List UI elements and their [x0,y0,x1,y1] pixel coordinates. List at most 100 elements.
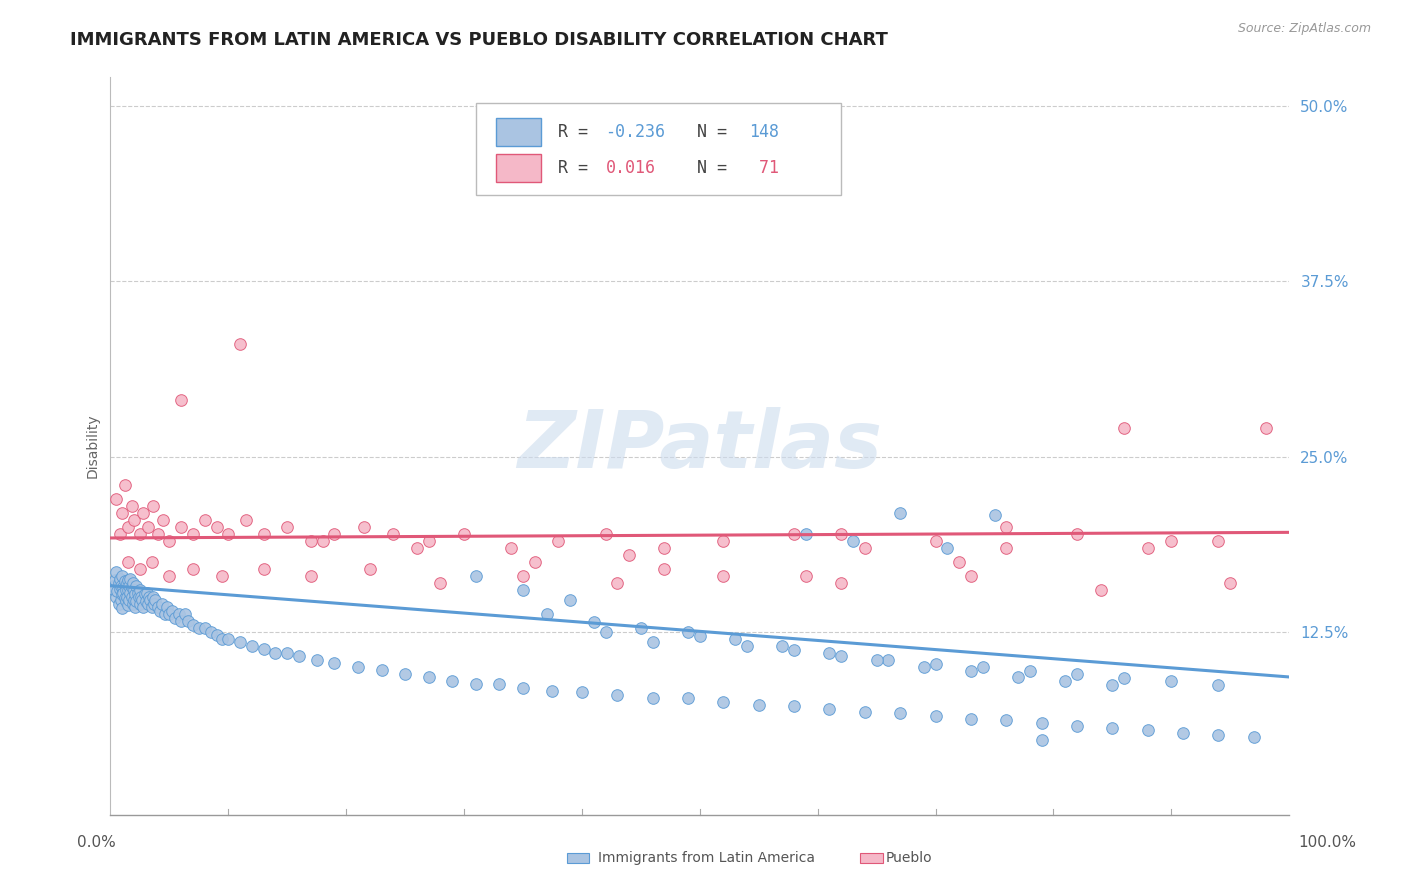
Point [1066,667,1088,681]
Point [110,579,132,593]
Point [429,575,451,590]
Point [641,635,664,649]
Point [139,592,162,607]
Point [453,526,475,541]
Text: R =: R = [558,159,599,178]
Point [143,592,166,607]
Point [299,533,322,548]
Text: R =: R = [558,123,599,141]
Point [103,582,125,597]
Point [177,614,200,628]
Point [118,579,141,593]
Point [121,580,143,594]
Point [132,599,155,614]
Point [794,569,817,583]
Point [134,587,156,601]
Point [995,520,1018,534]
Point [606,688,628,702]
Text: N =: N = [697,159,738,178]
Point [617,548,640,562]
Point [501,541,523,555]
Point [853,705,876,719]
Point [205,520,228,534]
Point [118,592,141,607]
Point [818,702,841,716]
Point [865,653,887,667]
Point [110,592,132,607]
Point [253,641,276,656]
Point [157,533,180,548]
Point [167,607,190,621]
Point [157,569,180,583]
Text: Pueblo: Pueblo [886,851,932,865]
Point [229,635,252,649]
Point [128,562,150,576]
Point [995,541,1018,555]
Point [136,585,159,599]
Point [125,579,148,593]
Point [111,601,134,615]
Point [115,575,138,590]
Point [217,526,239,541]
Point [547,533,569,548]
Point [142,590,165,604]
Point [311,533,333,548]
Point [1136,723,1159,738]
Point [924,533,946,548]
Point [960,569,983,583]
Point [830,648,852,663]
Point [406,541,429,555]
Point [936,541,959,555]
Point [948,555,970,569]
Point [135,594,157,608]
Point [960,665,983,679]
Point [105,565,128,579]
Point [253,526,276,541]
Point [131,592,153,607]
Point [114,582,136,597]
Point [136,520,159,534]
Text: 0.0%: 0.0% [77,836,117,850]
Text: Immigrants from Latin America: Immigrants from Latin America [598,851,814,865]
Point [107,575,129,590]
Point [117,599,139,613]
Point [101,579,124,593]
Point [347,660,370,674]
Point [205,628,228,642]
Point [889,706,911,721]
Point [512,681,534,696]
Point [107,597,129,611]
Point [114,591,136,606]
Point [107,584,129,599]
Point [111,506,134,520]
Point [418,670,440,684]
Point [146,526,169,541]
Point [359,562,381,576]
Point [595,625,617,640]
Point [711,533,734,548]
Point [595,526,617,541]
Point [117,582,139,597]
Point [121,597,143,611]
Point [264,646,287,660]
Point [149,604,172,618]
Point [783,526,806,541]
Point [200,625,222,640]
Point [676,625,699,640]
Point [108,572,131,586]
Point [724,632,747,646]
Point [117,573,139,587]
Text: Source: ZipAtlas.com: Source: ZipAtlas.com [1237,22,1371,36]
Point [160,604,183,618]
Point [121,499,143,513]
Point [128,582,150,597]
Point [1208,678,1230,692]
Point [394,667,416,681]
Point [842,533,865,548]
Point [1136,541,1159,555]
Point [170,614,193,628]
Point [120,572,142,586]
FancyBboxPatch shape [475,103,841,195]
Point [571,685,593,699]
Point [748,698,770,712]
